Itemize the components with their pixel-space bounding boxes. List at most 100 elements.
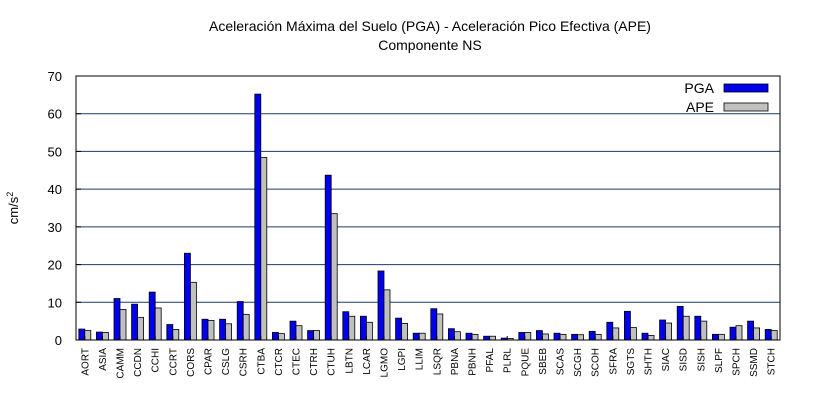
bar-ape-camm bbox=[119, 309, 127, 341]
bar-ape-cpar bbox=[207, 319, 215, 341]
bar-ape-cchi bbox=[154, 307, 162, 341]
y-tick-label: 30 bbox=[48, 220, 62, 235]
x-category-label: SCAS bbox=[556, 348, 567, 376]
bar-ape-asia bbox=[102, 332, 109, 341]
legend-swatch-ape bbox=[723, 102, 769, 112]
bar-ape-cors bbox=[189, 281, 197, 341]
bar-pga-pbnh bbox=[465, 332, 473, 341]
bar-ape-sbeb bbox=[542, 333, 549, 341]
legend: PGA APE bbox=[684, 80, 769, 115]
x-category-label: LSQR bbox=[432, 348, 443, 375]
y-tick-label: 40 bbox=[48, 182, 62, 197]
bar-ape-shth bbox=[647, 335, 655, 341]
x-category-label: CCHI bbox=[151, 348, 162, 372]
bar-pga-cchi bbox=[148, 291, 156, 341]
bar-ape-lgmo bbox=[383, 289, 391, 341]
bar-pga-slpf bbox=[712, 333, 719, 341]
x-category-label: LGPI bbox=[397, 348, 408, 371]
bar-ape-aort bbox=[84, 330, 92, 341]
x-category-label: ASIA bbox=[98, 348, 109, 371]
bar-ape-ctrh bbox=[313, 330, 321, 341]
bar-ape-scgh bbox=[577, 334, 584, 341]
bar-pga-ctba bbox=[254, 93, 262, 341]
bar-pga-spch bbox=[729, 326, 737, 341]
bar-pga-csrh bbox=[236, 301, 244, 341]
plot-frame bbox=[75, 75, 781, 341]
bar-pga-scoh bbox=[588, 330, 596, 341]
bar-pga-pbna bbox=[447, 328, 455, 341]
x-category-label: SSMD bbox=[749, 348, 760, 377]
bar-pga-sish bbox=[694, 315, 702, 341]
bar-pga-ctuh bbox=[324, 174, 332, 341]
bar-ape-lgpi bbox=[401, 323, 409, 341]
bar-ape-ssmd bbox=[753, 327, 760, 341]
bar-pga-sfra bbox=[606, 321, 614, 341]
bar-ape-ccdn bbox=[137, 316, 145, 341]
bar-ape-stch bbox=[770, 330, 778, 341]
x-category-label: CTRH bbox=[309, 348, 320, 376]
bar-pga-siac bbox=[659, 319, 666, 341]
x-category-label: CAMM bbox=[116, 348, 127, 379]
bar-ape-scas bbox=[559, 333, 567, 341]
x-category-label: SBEB bbox=[538, 348, 549, 375]
bar-ape-pfal bbox=[489, 335, 497, 341]
bar-pga-ccdn bbox=[131, 303, 139, 341]
bar-pga-shth bbox=[641, 332, 649, 341]
chart-title-line1: Aceleración Máxima del Suelo (PGA) - Ace… bbox=[209, 18, 651, 34]
bar-ape-ctec bbox=[295, 325, 303, 341]
bar-pga-sbeb bbox=[536, 330, 543, 341]
bar-ape-spch bbox=[735, 325, 743, 341]
bar-pga-lsqr bbox=[430, 308, 438, 341]
bar-pga-pque bbox=[518, 332, 526, 341]
bar-ape-ctba bbox=[260, 157, 268, 341]
y-tick-label: 60 bbox=[48, 107, 62, 122]
x-category-label: PBNA bbox=[450, 348, 461, 376]
bar-pga-scgh bbox=[571, 333, 578, 341]
x-category-label: CTCR bbox=[274, 348, 285, 376]
bar-ape-csrh bbox=[242, 313, 250, 341]
bar-pga-lgmo bbox=[377, 270, 385, 341]
bar-ape-llim bbox=[418, 332, 426, 341]
bar-ape-cslg bbox=[225, 323, 233, 341]
legend-swatch-pga bbox=[723, 83, 769, 93]
bar-pga-cslg bbox=[219, 318, 227, 341]
x-category-label: CTEC bbox=[292, 348, 303, 375]
bars-group bbox=[78, 93, 778, 341]
bar-ape-pbna bbox=[453, 331, 461, 341]
x-category-label: SISH bbox=[696, 348, 707, 371]
x-category-label: SPCH bbox=[732, 348, 743, 376]
bar-pga-lcar bbox=[359, 315, 367, 341]
y-tick-labels: 0 10 20 30 40 50 60 70 bbox=[48, 69, 81, 348]
bar-ape-sfra bbox=[612, 327, 620, 341]
y-tick-label: 70 bbox=[48, 69, 62, 84]
bar-pga-cpar bbox=[201, 318, 209, 341]
bar-ape-lsqr bbox=[436, 313, 444, 341]
x-category-label: SFRA bbox=[608, 348, 619, 375]
x-category-label: PBNH bbox=[468, 348, 479, 376]
x-category-label: SISD bbox=[679, 348, 690, 371]
x-category-label: CTUH bbox=[327, 348, 338, 376]
bar-pga-ctcr bbox=[271, 332, 279, 341]
x-category-label: AORT bbox=[80, 348, 91, 376]
x-category-label: SCOH bbox=[591, 348, 602, 377]
y-tick-label: 50 bbox=[48, 144, 62, 159]
y-tick-label: 0 bbox=[55, 333, 62, 348]
bar-ape-scoh bbox=[594, 333, 602, 341]
x-category-labels: AORT ASIA CAMM CCDN CCHI CCRT CORS CPAR CSLG CSRH… bbox=[80, 336, 778, 379]
bar-pga-camm bbox=[113, 298, 121, 341]
bar-pga-llim bbox=[412, 332, 420, 341]
bar-ape-sgts bbox=[630, 327, 637, 341]
x-category-label: SLPF bbox=[714, 348, 725, 373]
x-category-label: PFAL bbox=[485, 348, 496, 373]
y-tick-label: 20 bbox=[48, 258, 62, 273]
x-category-label: CORS bbox=[186, 348, 197, 377]
legend-label-pga: PGA bbox=[684, 80, 714, 96]
bar-ape-lbtn bbox=[348, 315, 356, 341]
bar-ape-lcar bbox=[365, 321, 373, 341]
bar-ape-sish bbox=[700, 320, 708, 341]
x-category-label: CSRH bbox=[239, 348, 250, 376]
bar-pga-lgpi bbox=[395, 317, 403, 341]
x-category-label: CSLG bbox=[221, 348, 232, 375]
x-category-label: CTBA bbox=[256, 348, 267, 375]
